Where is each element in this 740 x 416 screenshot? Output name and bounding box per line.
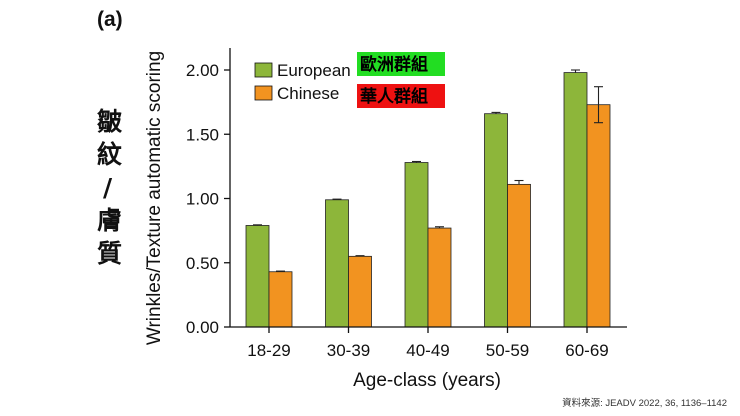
bar-european-50-59 [484,113,508,328]
x-tick-label: 18-29 [247,341,290,360]
side-label-char: 膚 [97,206,122,235]
x-axis: 18-29 30-39 40-49 50-59 60-69 [247,327,609,360]
panel-label: (a) [97,8,123,31]
source-note: 資料來源: JEADV 2022, 36, 1136–1142 [562,397,727,409]
legend: European Chinese [254,61,351,103]
y-tick-label: 0.00 [186,318,219,337]
y-axis-title: Wrinkles/Texture automatic scoring [144,51,165,345]
legend-swatch-european [254,62,273,78]
x-tick-label: 50-59 [486,341,529,360]
x-tick-label: 30-39 [327,341,370,360]
legend-tags: 歐洲群組 華人群組 [357,52,445,108]
x-tick-label: 60-69 [565,341,608,360]
side-label-char: 皺 [97,107,123,136]
legend-label-european: European [277,61,351,80]
bar-european-30-39 [325,199,349,328]
x-axis-title: Age-class (years) [353,370,501,391]
side-label-char: / [103,173,113,202]
axis-lines [229,48,627,328]
bar-chinese-50-59 [507,183,531,328]
y-tick-label: 1.00 [186,190,219,209]
side-label-char: 紋 [97,140,122,169]
bar-chinese-40-49 [427,227,452,328]
x-tick-label: 40-49 [406,341,449,360]
tag-european-bg [357,52,445,76]
tag-european: 歐洲群組 [360,54,428,75]
bars [245,69,611,328]
legend-swatch-chinese [254,85,273,101]
y-tick-label: 1.50 [186,125,219,144]
y-tick-label: 0.50 [186,254,219,273]
y-axis: 0.00 0.50 1.00 1.50 2.00 [186,61,230,337]
bar-european-40-49 [404,162,429,328]
bar-chinese-30-39 [348,255,372,328]
bar-chinese-60-69 [586,104,611,328]
legend-label-chinese: Chinese [277,84,339,103]
bar-european-18-29 [245,225,270,328]
bar-european-60-69 [563,72,588,328]
y-tick-label: 2.00 [186,61,219,80]
bar-chinese-18-29 [268,271,293,328]
side-label: 皺 紋 / 膚 質 [97,107,123,268]
tag-chinese-bg [357,84,445,108]
side-label-char: 質 [97,239,122,268]
tag-chinese: 華人群組 [360,86,428,107]
